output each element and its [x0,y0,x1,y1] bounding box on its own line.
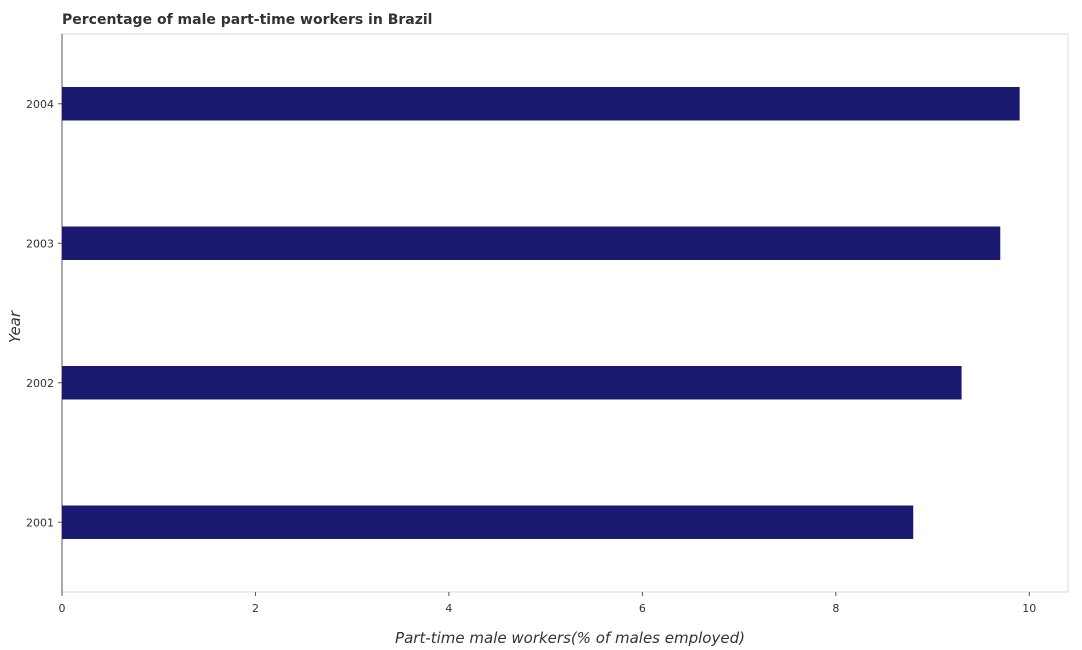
x-tick-label: 2 [252,602,259,615]
x-tick-label: 0 [59,602,66,615]
x-tick-label: 6 [639,602,646,615]
bar-2004 [62,87,1020,121]
y-tick-label: 2001 [26,516,54,529]
x-tick-label: 10 [1022,602,1036,615]
bar-2003 [62,226,1001,260]
bar-2002 [62,366,962,400]
plot-frame [61,33,1069,593]
bar-2001 [62,505,914,539]
y-tick-label: 2004 [26,98,54,111]
x-tick-label: 4 [445,602,452,615]
y-axis-label: Year [6,310,24,343]
y-tick-label: 2003 [26,237,54,250]
y-axis-ticks: 2001 2002 2003 2004 [26,98,62,529]
x-tick-label: 8 [832,602,839,615]
chart-title: Percentage of male part-time workers in … [62,12,432,28]
x-axis-ticks: 0 2 4 6 8 10 [59,592,1036,615]
y-tick-label: 2002 [26,377,54,390]
bars [62,87,1020,539]
x-axis-label: Part-time male workers(% of males employ… [395,629,745,647]
